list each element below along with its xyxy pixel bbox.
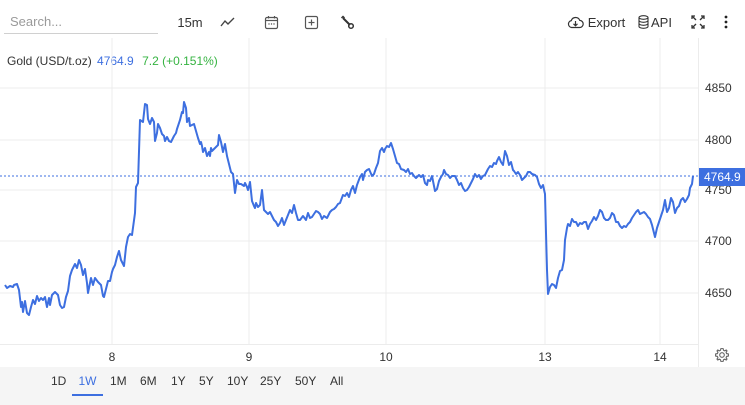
x-tick-label: 10 xyxy=(379,350,393,364)
range-10y-button[interactable]: 10Y xyxy=(227,374,249,388)
wrench-icon xyxy=(340,14,354,29)
y-tick-label: 4850 xyxy=(705,81,732,95)
interval-label: 15m xyxy=(177,14,203,30)
range-selector: 1D 1W 1M 6M 1Y 5Y 10Y 25Y 50Y All xyxy=(0,367,745,405)
y-tick-label: 4700 xyxy=(705,234,732,248)
kebab-menu-icon xyxy=(724,15,728,29)
y-tick-label: 4750 xyxy=(705,183,732,197)
price-change: 7.2 (+0.151%) xyxy=(142,54,218,68)
y-axis-separator xyxy=(698,38,699,367)
price-chart[interactable] xyxy=(0,38,698,344)
x-tick-label: 8 xyxy=(108,350,116,364)
more-menu-button[interactable] xyxy=(719,12,733,32)
plus-box-icon xyxy=(304,15,318,29)
fullscreen-button[interactable] xyxy=(689,12,707,32)
range-25y-button[interactable]: 25Y xyxy=(260,374,282,388)
chart-type-button[interactable] xyxy=(218,12,238,32)
tools-button[interactable] xyxy=(337,12,357,32)
price-line xyxy=(4,101,694,316)
range-all-button[interactable]: All xyxy=(330,374,344,388)
api-label: API xyxy=(651,14,672,30)
cloud-download-icon xyxy=(567,16,584,28)
expand-icon xyxy=(691,15,705,29)
x-tick-label: 13 xyxy=(538,350,552,364)
api-button[interactable]: API xyxy=(637,12,673,32)
last-price: 4764.9 xyxy=(97,54,134,68)
chart-legend: Gold (USD/t.oz) 4764.9 7.2 (+0.151%) xyxy=(7,54,218,68)
grid-lines xyxy=(0,38,698,344)
x-tick-label: 14 xyxy=(653,350,667,364)
x-axis: 8 9 10 13 14 xyxy=(0,344,698,367)
line-chart-icon xyxy=(220,17,235,27)
add-indicator-button[interactable] xyxy=(301,12,321,32)
export-label: Export xyxy=(587,14,626,30)
export-button[interactable]: Export xyxy=(566,12,626,32)
range-1y-button[interactable]: 1Y xyxy=(171,374,186,388)
current-price-tag: 4764.9 xyxy=(699,168,745,186)
gear-icon xyxy=(714,347,730,363)
chart-settings-button[interactable] xyxy=(714,347,730,363)
toolbar: 15m Export API xyxy=(0,0,745,42)
y-tick-label: 4650 xyxy=(705,286,732,300)
range-1w-button[interactable]: 1W xyxy=(72,374,103,396)
range-6m-button[interactable]: 6M xyxy=(140,374,157,388)
range-50y-button[interactable]: 50Y xyxy=(295,374,317,388)
calendar-icon xyxy=(264,15,278,29)
database-icon xyxy=(638,15,649,29)
range-1m-button[interactable]: 1M xyxy=(110,374,127,388)
interval-selector[interactable]: 15m xyxy=(176,12,204,32)
search-input[interactable] xyxy=(4,10,158,34)
x-tick-label: 9 xyxy=(245,350,253,364)
date-range-button[interactable] xyxy=(261,12,281,32)
range-1d-button[interactable]: 1D xyxy=(51,374,67,388)
range-5y-button[interactable]: 5Y xyxy=(199,374,214,388)
y-tick-label: 4800 xyxy=(705,133,732,147)
instrument-name: Gold (USD/t.oz) xyxy=(7,54,92,68)
